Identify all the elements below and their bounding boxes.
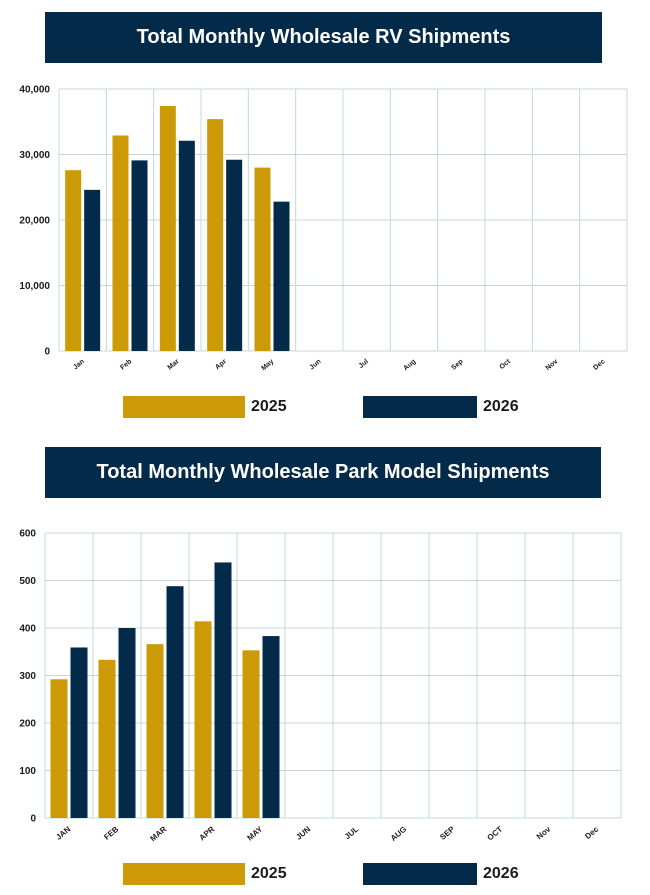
chart1-bar-2025-feb — [112, 135, 129, 351]
chart2-ytick-label: 300 — [19, 671, 36, 682]
chart1-bar-2026-mar — [178, 140, 195, 351]
chart2-xtick-label: JUL — [343, 825, 360, 842]
chart1-xtick-label: Dec — [592, 358, 606, 372]
chart2-xtick-label: MAY — [245, 824, 264, 842]
chart2-bar-2026-jan — [70, 647, 88, 818]
chart1-xtick-label: Mar — [167, 358, 181, 372]
chart2-ytick-label: 500 — [19, 576, 36, 587]
chart2-bar-2025-jan — [50, 679, 68, 818]
chart2-bar-2025-apr — [194, 621, 212, 818]
chart1-bar-2026-apr — [226, 159, 243, 351]
chart1-bar-2025-may — [254, 167, 271, 351]
chart1-bar-2026-may — [273, 201, 290, 351]
chart1-xtick-label: Jul — [358, 358, 370, 370]
legend-swatch-2025 — [123, 396, 245, 418]
chart1-ytick-label: 30,000 — [19, 150, 50, 161]
chart1-xtick-label: Oct — [499, 358, 513, 371]
chart1-bar-2026-jan — [84, 189, 101, 351]
chart2-xtick-label: Nov — [535, 824, 553, 841]
chart2-bar-2025-may — [242, 650, 260, 818]
chart1-xtick-label: Jan — [72, 358, 86, 371]
chart2-bar-2026-feb — [118, 628, 136, 818]
chart2-bar-2025-mar — [146, 644, 164, 818]
legend-label-2026: 2026 — [483, 398, 519, 415]
chart2-bar-2025-feb — [98, 659, 116, 818]
chart2-ytick-label: 400 — [19, 624, 36, 635]
chart1-xtick-label: Nov — [545, 358, 560, 372]
chart1-ytick-label: 40,000 — [19, 85, 50, 96]
chart2-bar-2026-mar — [166, 586, 184, 818]
legend2-swatch-2025 — [123, 863, 245, 885]
chart1-bar-2025-mar — [159, 106, 176, 351]
chart1-ytick-label: 10,000 — [19, 281, 50, 292]
chart1-xtick-label: Feb — [119, 358, 133, 371]
chart2-xtick-label: Dec — [583, 824, 600, 841]
chart1-bar-2025-jan — [65, 170, 82, 351]
chart1-legend: 2025 — [123, 396, 287, 418]
legend-swatch-2026 — [363, 396, 477, 418]
chart2-bar-2026-may — [262, 636, 280, 818]
chart2-xtick-label: AUG — [389, 825, 408, 843]
chart2-xtick-label: JAN — [54, 825, 72, 842]
chart1-title: Total Monthly Wholesale RV Shipments — [45, 12, 602, 63]
chart1-xtick-label: May — [260, 358, 275, 372]
chart2-xtick-label: SEP — [438, 824, 457, 842]
chart2-xtick-label: MAR — [149, 824, 169, 843]
chart2-ytick-label: 0 — [30, 814, 36, 825]
chart2-xtick-label: APR — [198, 824, 217, 842]
chart2-legend-2026: 2026 — [363, 863, 519, 885]
chart1-bar-2026-feb — [131, 160, 148, 351]
legend2-label-2025: 2025 — [251, 865, 287, 882]
chart2-ytick-label: 600 — [19, 529, 36, 540]
chart1-xtick-label: Jun — [309, 358, 323, 371]
chart2-legend: 2025 — [123, 863, 287, 885]
chart1-xtick-label: Sep — [450, 358, 464, 372]
chart1-ytick-label: 20,000 — [19, 216, 50, 227]
legend2-label-2026: 2026 — [483, 865, 519, 882]
chart1-legend-2026: 2026 — [363, 396, 519, 418]
chart2-xtick-label: FEB — [102, 824, 120, 841]
chart2-xtick-label: OCT — [486, 825, 505, 843]
chart1-xtick-label: Apr — [214, 358, 228, 371]
legend-label-2025: 2025 — [251, 398, 287, 415]
chart2-bar-2026-apr — [214, 562, 232, 818]
legend2-swatch-2026 — [363, 863, 477, 885]
chart1-ytick-label: 0 — [44, 347, 50, 358]
chart2-title: Total Monthly Wholesale Park Model Shipm… — [45, 447, 601, 498]
chart2-ytick-label: 100 — [19, 766, 36, 777]
chart1-bar-2025-apr — [207, 119, 224, 351]
chart2-xtick-label: JUN — [294, 825, 312, 842]
chart2-ytick-label: 200 — [19, 719, 36, 730]
chart1-xtick-label: Aug — [402, 358, 417, 372]
